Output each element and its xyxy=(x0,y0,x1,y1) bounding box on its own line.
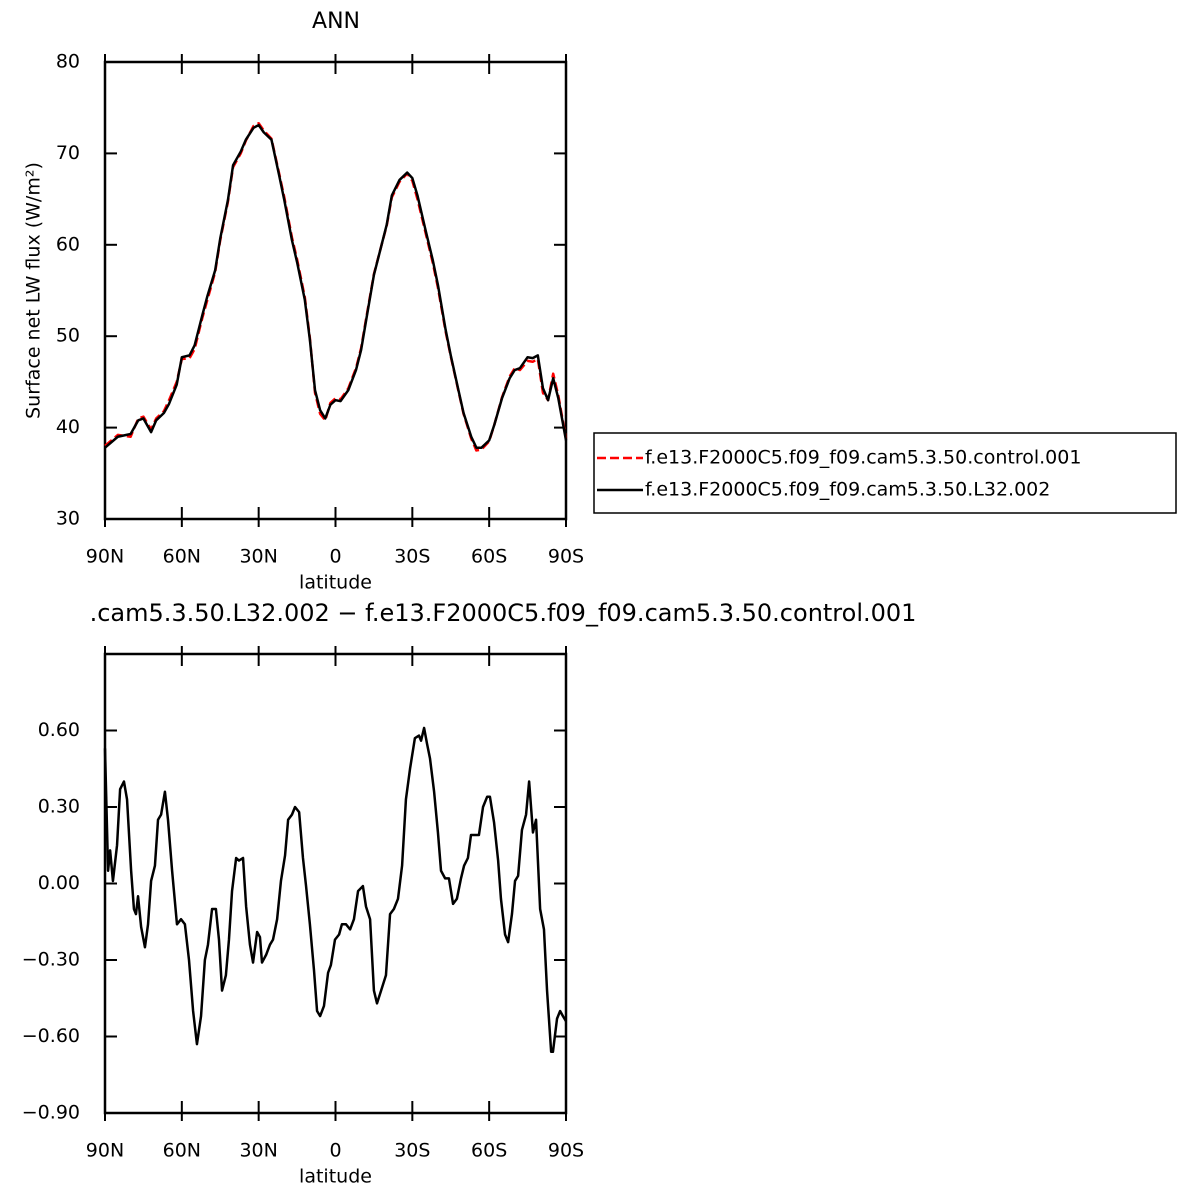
legend-box xyxy=(593,432,1177,514)
x-tick-label: 0 xyxy=(329,1140,341,1162)
data-line xyxy=(104,123,568,449)
x-tick-label: 90N xyxy=(86,1140,124,1162)
y-tick-label: 50 xyxy=(56,325,80,347)
x-tick-label: 60S xyxy=(471,1140,507,1162)
chart-title: .cam5.3.50.L32.002 − f.e13.F2000C5.f09_f… xyxy=(90,599,917,627)
x-tick-label: 90N xyxy=(86,546,124,568)
x-tick-label: 90S xyxy=(548,546,584,568)
y-axis-label: Surface net LW flux (W/m²) xyxy=(23,162,45,419)
y-tick-label: 0.60 xyxy=(38,719,80,741)
y-tick-label: 80 xyxy=(56,51,80,73)
x-axis-label: latitude xyxy=(299,1166,372,1188)
y-tick-label: 30 xyxy=(56,508,80,530)
x-tick-label: 30S xyxy=(394,546,430,568)
x-tick-label: 30N xyxy=(239,546,277,568)
x-tick-label: 0 xyxy=(329,546,341,568)
y-tick-label: −0.30 xyxy=(22,949,80,971)
y-tick-label: −0.90 xyxy=(22,1102,80,1124)
y-tick-label: 60 xyxy=(56,233,80,255)
x-tick-label: 30S xyxy=(394,1140,430,1162)
data-line xyxy=(103,726,568,1054)
y-tick-label: −0.60 xyxy=(22,1025,80,1047)
x-tick-label: 30N xyxy=(239,1140,277,1162)
y-tick-label: 70 xyxy=(56,142,80,164)
x-tick-label: 60N xyxy=(163,546,201,568)
x-tick-label: 90S xyxy=(548,1140,584,1162)
chart-title: ANN xyxy=(312,9,360,34)
x-tick-label: 60N xyxy=(163,1140,201,1162)
plot-frame xyxy=(103,60,568,521)
y-tick-label: 0.00 xyxy=(38,872,80,894)
legend-label: f.e13.F2000C5.f09_f09.cam5.3.50.L32.002 xyxy=(645,479,1050,501)
y-tick-label: 40 xyxy=(56,416,80,438)
legend-label: f.e13.F2000C5.f09_f09.cam5.3.50.control.… xyxy=(645,447,1081,469)
x-axis-label: latitude xyxy=(299,572,372,594)
x-tick-label: 60S xyxy=(471,546,507,568)
y-tick-label: 0.30 xyxy=(38,796,80,818)
